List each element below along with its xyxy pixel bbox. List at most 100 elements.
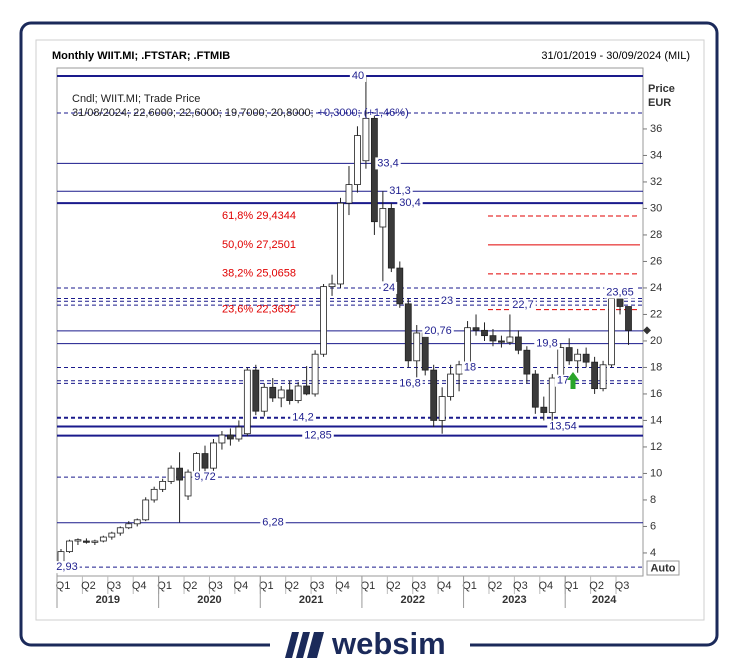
y-tick-label: 18 <box>650 361 662 373</box>
info-values: 31/08/2024; 22,6000; 22,6000; 19,7000; 2… <box>72 107 314 119</box>
candle-body <box>608 298 615 366</box>
y-tick-label: 20 <box>650 335 662 347</box>
scale-mode[interactable]: Auto <box>650 562 675 574</box>
y-tick-label: 22 <box>650 308 662 320</box>
x-tick-label: Q1 <box>259 580 274 592</box>
fib-label: 50,0% 27,2501 <box>222 239 296 251</box>
level-label-bg <box>192 471 218 484</box>
candle-body <box>320 286 327 355</box>
x-tick-label: Q3 <box>513 580 528 592</box>
year-label: 2024 <box>592 594 617 606</box>
candle-body <box>565 347 573 362</box>
level-label: 19,8 <box>536 338 557 350</box>
candle-body <box>159 480 167 490</box>
candle-body <box>396 267 404 305</box>
candle-body <box>557 347 565 379</box>
level-label-bg <box>554 374 572 387</box>
candle-body <box>303 385 311 395</box>
x-tick-label: Q3 <box>208 580 223 592</box>
year-label: 2022 <box>400 594 424 606</box>
y-tick-label: 28 <box>650 229 662 241</box>
x-tick-label: Q3 <box>615 580 630 592</box>
candle-body <box>337 202 344 285</box>
x-tick-label: Q2 <box>589 580 604 592</box>
candle-body <box>514 336 522 351</box>
x-tick-label: Q2 <box>284 580 299 592</box>
y-axis-label: Price <box>648 83 675 95</box>
level-label: 33,4 <box>377 157 398 169</box>
level-label-bg <box>380 281 398 294</box>
y-tick-label: 12 <box>650 441 662 453</box>
candle-body <box>421 332 429 371</box>
candle-body <box>574 353 582 362</box>
candle-body <box>133 519 141 525</box>
level-label-bg <box>461 361 479 374</box>
level-label: 23 <box>441 295 453 307</box>
x-tick-label: Q2 <box>488 580 503 592</box>
candle-body <box>354 135 361 185</box>
candle-body <box>362 117 370 162</box>
candle-body <box>455 364 463 375</box>
level-label: 14,2 <box>292 412 313 424</box>
chart-title: Monthly WIIT.MI; .FTSTAR; .FTMIB <box>52 50 230 62</box>
x-tick-label: Q1 <box>462 580 477 592</box>
candle-body <box>218 434 226 444</box>
candle-body <box>599 364 607 390</box>
y-tick-label: 6 <box>650 520 656 532</box>
level-label: 24 <box>383 282 395 294</box>
last-price-marker <box>643 326 651 335</box>
candle-body <box>91 540 99 543</box>
y-tick-label: 32 <box>650 176 662 188</box>
x-tick-label: Q1 <box>157 580 172 592</box>
date-range: 31/01/2019 - 30/09/2024 (MIL) <box>541 50 690 62</box>
candle-body <box>243 369 251 435</box>
candle-body <box>489 335 497 342</box>
candle-body <box>235 426 243 440</box>
x-tick-label: Q2 <box>81 580 96 592</box>
candle-body <box>523 349 531 375</box>
level-label: 12,85 <box>304 430 332 442</box>
x-tick-label: Q1 <box>361 580 376 592</box>
level-label: 23,65 <box>606 286 634 298</box>
fib-label: 38,2% 25,0658 <box>222 268 296 280</box>
y-tick-label: 30 <box>650 202 662 214</box>
level-label: 9,72 <box>194 471 215 483</box>
y-tick-label: 8 <box>650 494 656 506</box>
scale-button[interactable] <box>646 560 680 576</box>
candle-body <box>176 467 183 481</box>
level-label-bg <box>534 337 560 350</box>
x-tick-label: Q2 <box>386 580 401 592</box>
x-tick-label: Q4 <box>132 580 147 592</box>
candle-body <box>108 532 116 538</box>
candle-body <box>252 369 260 412</box>
x-tick-label: Q4 <box>234 580 249 592</box>
candle-body <box>99 536 107 542</box>
candle-body <box>116 527 124 534</box>
candle-body <box>447 373 455 397</box>
candle-body <box>226 434 234 440</box>
level-label-bg <box>375 157 401 170</box>
level-label-bg <box>397 197 423 210</box>
legend-text: Cndl; WIIT.MI; Trade Price <box>72 93 200 105</box>
candle-body <box>345 184 353 204</box>
level-label-bg <box>510 299 536 312</box>
y-tick-label: 26 <box>650 255 662 267</box>
candle-body <box>591 361 599 390</box>
candle-body <box>269 386 277 399</box>
y-tick-label: 10 <box>650 467 662 479</box>
level-label-bg <box>387 185 413 198</box>
level-label: 22,7 <box>512 299 533 311</box>
y-tick-label: 16 <box>650 388 662 400</box>
candle-body <box>548 377 556 413</box>
candle-body <box>125 523 133 529</box>
brand: websim <box>331 626 446 661</box>
candle-body <box>625 306 632 331</box>
candle-body <box>66 540 73 553</box>
candle-body <box>311 353 319 395</box>
level-label: 18 <box>464 361 476 373</box>
info-change: +0,3000; (+1,46%) <box>318 107 409 119</box>
candle-body <box>167 467 175 482</box>
level-label-bg <box>54 561 80 574</box>
